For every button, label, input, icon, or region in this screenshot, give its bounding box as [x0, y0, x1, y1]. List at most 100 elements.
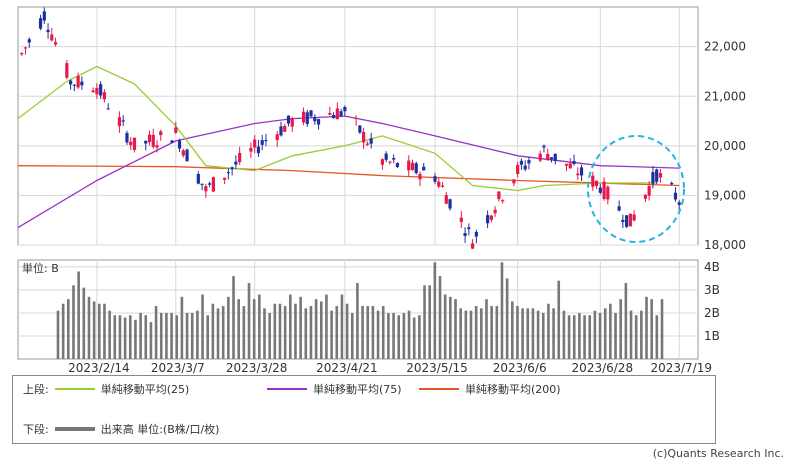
volume-bar	[294, 303, 297, 359]
volume-bar	[433, 262, 437, 359]
candle-body	[354, 118, 358, 120]
volume-bar	[500, 262, 504, 359]
volume-bar	[340, 294, 344, 359]
candle-body	[200, 183, 204, 185]
ma-series-1	[17, 65, 657, 192]
volume-bar	[495, 306, 499, 359]
price-tick-label: 18,000	[704, 238, 746, 252]
candle-body	[125, 132, 129, 143]
candle-body	[369, 138, 373, 144]
candle-body	[418, 173, 422, 180]
candle-body	[121, 120, 125, 122]
volume-bar	[567, 315, 571, 359]
candle-body	[651, 172, 655, 184]
legend-ma25-label: 単純移動平均(25)	[100, 383, 190, 396]
volume-tick-label: 4B	[704, 260, 720, 274]
volume-bar	[289, 294, 292, 359]
volume-bar	[578, 312, 581, 359]
candle-body	[95, 87, 99, 95]
volume-bar	[593, 310, 597, 359]
candle-body	[20, 53, 24, 55]
candle-body	[395, 162, 400, 168]
candle-body	[316, 119, 321, 125]
candle-body	[643, 194, 648, 199]
x-tick-label: 2023/3/28	[226, 361, 288, 375]
candle-body	[519, 160, 524, 165]
candle-body	[174, 127, 178, 133]
volume-bar	[154, 306, 158, 359]
volume-bar	[505, 278, 509, 359]
volume-bar	[180, 296, 184, 359]
candle-body	[647, 186, 651, 196]
volume-bar	[603, 308, 607, 359]
volume-bar	[247, 283, 251, 359]
candle-body	[407, 160, 411, 171]
candle-body	[602, 181, 606, 200]
volume-bar	[485, 299, 488, 359]
volume-bar	[397, 315, 401, 359]
volume-bar	[82, 287, 86, 359]
legend-volume-label: 出来高 単位:(B株/口/枚)	[100, 423, 220, 436]
volume-tick-label: 1B	[704, 329, 720, 343]
volume-bar	[371, 306, 375, 359]
ma200-line	[17, 165, 680, 187]
candle-body	[132, 137, 137, 150]
candle-body	[527, 160, 531, 164]
candle-body	[177, 140, 182, 149]
candle-body	[474, 231, 478, 237]
volume-bar	[221, 306, 225, 359]
volume-bar	[376, 310, 380, 359]
volume-unit-label: 単位: B	[22, 261, 59, 275]
candle-body	[673, 192, 678, 200]
volume-bar	[490, 306, 493, 359]
volume-bar	[232, 276, 235, 359]
candle-body	[50, 34, 54, 41]
candle-body	[358, 125, 362, 133]
price-grid	[18, 7, 698, 246]
volume-bar	[263, 308, 266, 359]
candle-body	[594, 180, 599, 186]
x-tick-label: 2023/4/21	[316, 361, 378, 375]
volume-bar	[583, 315, 586, 359]
volume-bar	[227, 296, 230, 359]
candle-body	[489, 215, 493, 220]
candle-body	[444, 195, 448, 204]
volume-bar	[392, 312, 395, 359]
candle-body	[331, 114, 336, 119]
volume-bar	[108, 310, 111, 359]
volume-tick-label: 2B	[704, 306, 720, 320]
volume-bar	[309, 306, 313, 359]
legend-lower-label: 下段:	[23, 423, 49, 436]
candle-body	[459, 217, 463, 222]
volume-bar	[562, 310, 566, 359]
candle-body	[102, 92, 107, 100]
candle-body	[65, 63, 69, 78]
candle-body	[564, 163, 569, 166]
volume-bar	[547, 303, 550, 359]
candle-body	[129, 141, 133, 145]
candle-body	[223, 177, 227, 180]
candle-body	[286, 115, 291, 124]
volume-bar	[123, 317, 127, 359]
candle-body	[470, 243, 475, 249]
volume-bar	[449, 296, 452, 359]
candle-body	[677, 202, 681, 205]
volume-bar	[650, 299, 653, 359]
volume-bar	[299, 296, 302, 359]
volume-bar	[443, 294, 447, 359]
highlight-circle	[587, 135, 685, 243]
candle-body	[226, 172, 230, 174]
candle-body	[260, 140, 264, 145]
volume-bar	[128, 315, 132, 359]
candle-body	[463, 233, 467, 237]
candle-body	[388, 161, 392, 163]
volume-bar	[206, 315, 210, 359]
candle-body	[617, 206, 621, 211]
volume-bar	[619, 299, 623, 359]
volume-bar	[165, 312, 168, 359]
candle-body	[283, 126, 287, 132]
candle-body	[410, 162, 415, 171]
candle-body	[328, 113, 332, 115]
candle-body	[422, 166, 426, 171]
